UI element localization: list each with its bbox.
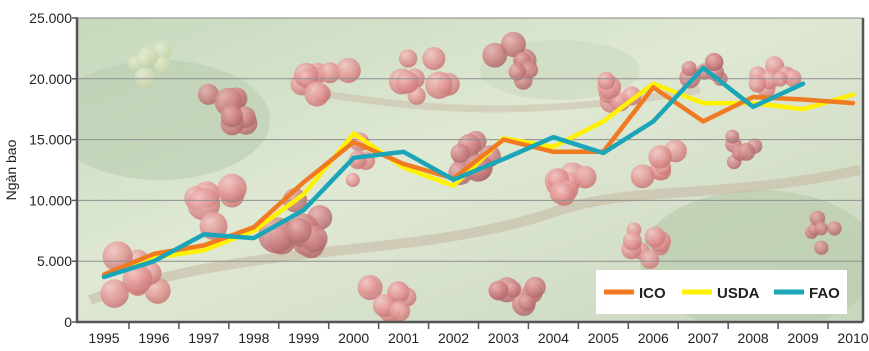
y-tick-label: 10.000 (29, 192, 72, 208)
x-tick-label: 2007 (688, 330, 719, 346)
legend-label-ico: ICO (639, 285, 666, 302)
x-tick-label: 2002 (438, 330, 469, 346)
legend-label-usda: USDA (717, 285, 760, 302)
legend: ICO USDA FAO (596, 270, 847, 314)
x-tick-label: 1997 (188, 330, 219, 346)
x-tick-label: 2003 (488, 330, 519, 346)
y-tick-label: 15.000 (29, 132, 72, 148)
x-tick-label: 2004 (538, 330, 569, 346)
x-tick-label: 2009 (787, 330, 818, 346)
y-tick-label: 25.000 (29, 10, 72, 26)
x-tick-label: 1996 (138, 330, 169, 346)
x-tick-label: 2008 (738, 330, 769, 346)
x-tick-label: 2006 (638, 330, 669, 346)
x-tick-label: 1995 (88, 330, 119, 346)
legend-label-fao: FAO (809, 285, 840, 302)
y-tick-label: 0 (64, 314, 72, 330)
legend-box (596, 270, 847, 314)
axes: 0 5.000 10.000 15.000 20.000 25.000 1995 1996 19… (29, 10, 869, 346)
x-tick-label: 1999 (288, 330, 319, 346)
x-tick-label: 2001 (388, 330, 419, 346)
series-line-usda (101, 81, 856, 277)
x-tick-label: 2000 (338, 330, 369, 346)
y-axis-title: Ngàn bao (3, 139, 19, 200)
coffee-cherries-background-image (77, 18, 863, 322)
y-tick-label: 5.000 (37, 253, 72, 269)
series-lines (101, 65, 856, 280)
y-tick-label: 20.000 (29, 71, 72, 87)
x-tick-label: 2005 (588, 330, 619, 346)
x-tick-label: 1998 (238, 330, 269, 346)
x-tick-label: 2010 (837, 330, 868, 346)
